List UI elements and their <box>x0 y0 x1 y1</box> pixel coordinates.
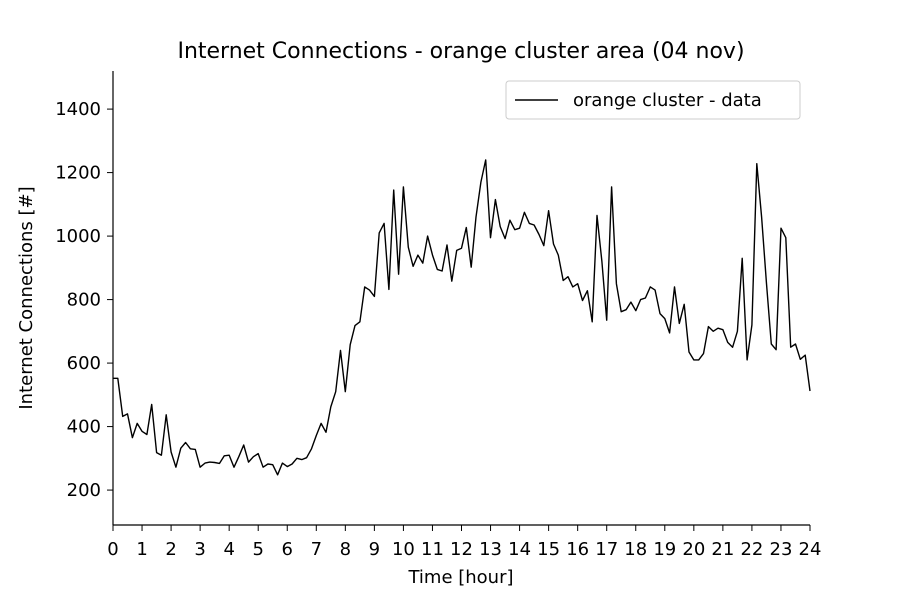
x-tick-label: 21 <box>711 539 734 560</box>
chart-title: Internet Connections - orange cluster ar… <box>177 39 744 64</box>
x-axis-ticks: 0 1 2 3 4 5 6 7 8 9 10 11 12 13 14 15 16 17 18 19 20 21 22 23 24 <box>107 525 821 560</box>
y-axis-label: Internet Connections [#] <box>16 186 37 409</box>
x-axis-label: Time [hour] <box>407 567 513 588</box>
series-line-0 <box>113 159 811 476</box>
y-tick-label: 1400 <box>55 99 101 120</box>
legend: orange cluster - data <box>505 80 801 120</box>
x-tick-label: 5 <box>252 539 263 560</box>
x-tick-label: 24 <box>799 539 822 560</box>
y-axis-ticks: 200 400 600 800 1000 1200 1400 <box>55 99 113 501</box>
series-layer <box>113 159 811 476</box>
y-tick-label: 400 <box>67 417 101 438</box>
x-tick-label: 8 <box>340 539 351 560</box>
x-tick-label: 9 <box>369 539 380 560</box>
x-tick-label: 7 <box>311 539 322 560</box>
x-tick-label: 4 <box>223 539 234 560</box>
x-tick-label: 1 <box>136 539 147 560</box>
legend-box <box>505 80 801 120</box>
x-tick-label: 19 <box>653 539 676 560</box>
x-tick-label: 11 <box>421 539 444 560</box>
x-tick-label: 17 <box>595 539 618 560</box>
x-tick-label: 13 <box>479 539 502 560</box>
y-tick-label: 1200 <box>55 163 101 184</box>
y-tick-label: 800 <box>67 290 101 311</box>
x-tick-label: 6 <box>282 539 293 560</box>
x-tick-label: 14 <box>508 539 531 560</box>
y-tick-label: 200 <box>67 480 101 501</box>
x-tick-label: 15 <box>537 539 560 560</box>
x-tick-label: 16 <box>566 539 589 560</box>
x-tick-label: 10 <box>392 539 415 560</box>
x-tick-label: 20 <box>682 539 705 560</box>
x-tick-label: 18 <box>624 539 647 560</box>
x-tick-label: 12 <box>450 539 473 560</box>
x-tick-label: 0 <box>107 539 118 560</box>
legend-entry-label: orange cluster - data <box>573 90 762 111</box>
x-tick-label: 3 <box>194 539 205 560</box>
x-tick-label: 23 <box>770 539 793 560</box>
y-tick-label: 600 <box>67 353 101 374</box>
x-tick-label: 2 <box>165 539 176 560</box>
x-tick-label: 22 <box>740 539 763 560</box>
y-tick-label: 1000 <box>55 226 101 247</box>
